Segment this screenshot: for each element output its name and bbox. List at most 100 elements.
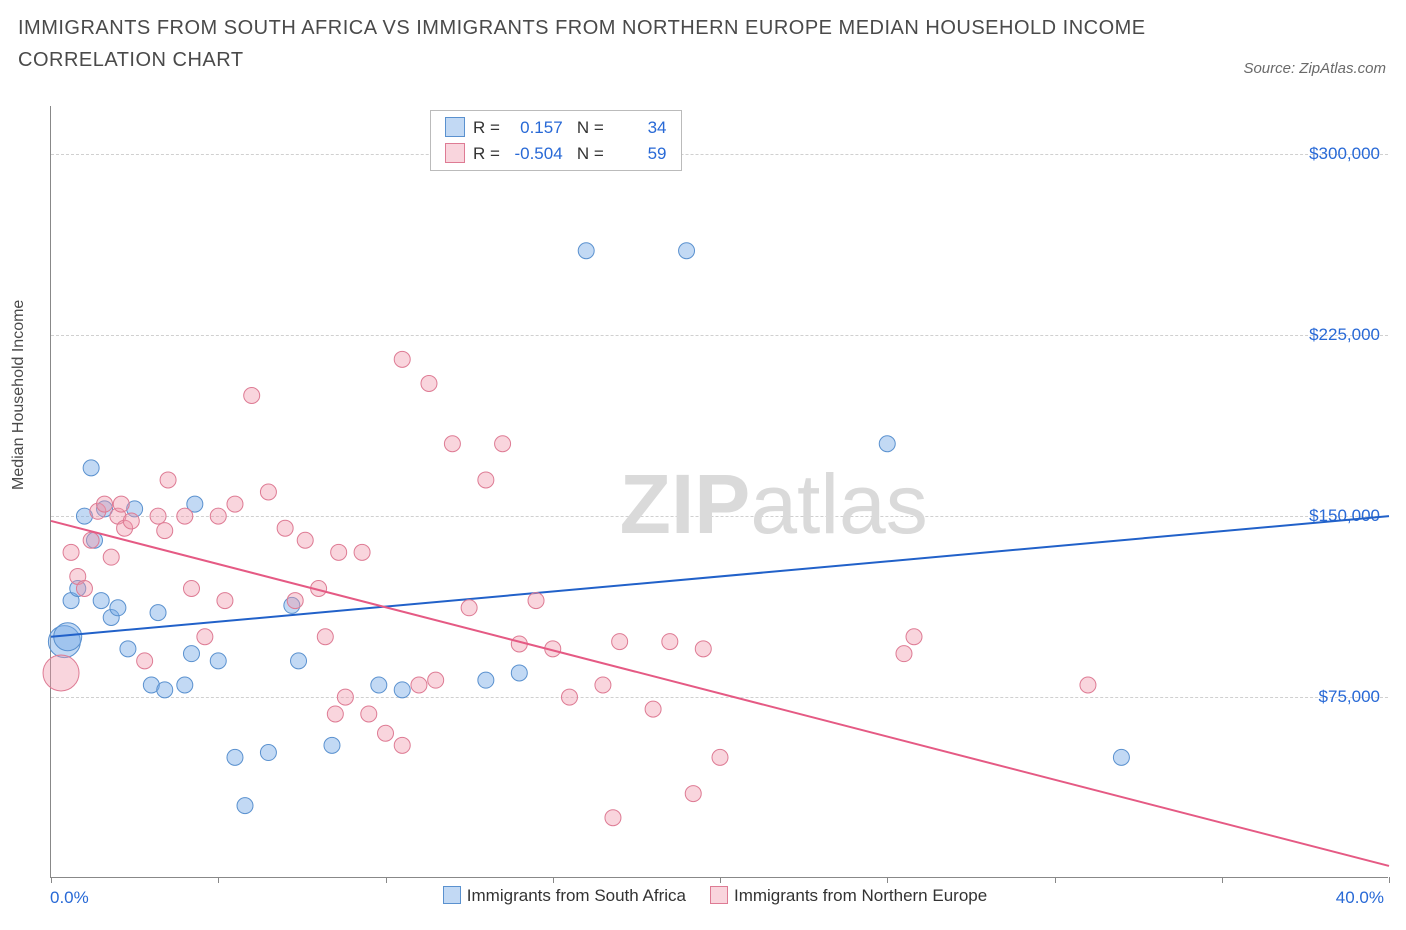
stats-legend-box: R = 0.157 N = 34R = -0.504 N = 59 xyxy=(430,110,682,171)
data-point xyxy=(317,629,333,645)
data-point xyxy=(354,544,370,560)
stat-r-value: 0.157 xyxy=(505,115,563,141)
data-point xyxy=(120,641,136,657)
data-point xyxy=(150,605,166,621)
legend-swatch xyxy=(445,143,465,163)
data-point xyxy=(63,544,79,560)
stat-n-label: N = xyxy=(577,144,604,163)
data-point xyxy=(478,472,494,488)
data-point xyxy=(227,496,243,512)
data-point xyxy=(1080,677,1096,693)
data-point xyxy=(1113,749,1129,765)
regression-line xyxy=(51,516,1389,637)
data-point xyxy=(287,593,303,609)
legend-swatch xyxy=(443,886,461,904)
legend-swatch xyxy=(710,886,728,904)
data-point xyxy=(528,593,544,609)
data-point xyxy=(361,706,377,722)
stat-r-value: -0.504 xyxy=(505,141,563,167)
data-point xyxy=(337,689,353,705)
x-tick xyxy=(1389,877,1390,883)
stat-r-label: R = xyxy=(473,118,500,137)
data-point xyxy=(394,682,410,698)
data-point xyxy=(123,513,139,529)
data-point xyxy=(244,388,260,404)
plot-area: $75,000$150,000$225,000$300,000ZIPatlas xyxy=(50,106,1388,878)
data-point xyxy=(217,593,233,609)
data-point xyxy=(378,725,394,741)
data-point xyxy=(277,520,293,536)
data-point xyxy=(411,677,427,693)
data-point xyxy=(578,243,594,259)
data-point xyxy=(695,641,711,657)
source-label: Source: ZipAtlas.com xyxy=(1243,60,1386,77)
data-point xyxy=(157,523,173,539)
data-point xyxy=(324,737,340,753)
stat-r-label: R = xyxy=(473,144,500,163)
data-point xyxy=(93,593,109,609)
bottom-legend: Immigrants from South Africa Immigrants f… xyxy=(0,886,1406,906)
data-point xyxy=(297,532,313,548)
data-point xyxy=(428,672,444,688)
data-point xyxy=(76,581,92,597)
data-point xyxy=(177,508,193,524)
data-point xyxy=(160,472,176,488)
data-point xyxy=(110,600,126,616)
stat-n-value: 34 xyxy=(609,115,667,141)
data-point xyxy=(227,749,243,765)
data-point xyxy=(511,665,527,681)
data-point xyxy=(896,646,912,662)
data-point xyxy=(461,600,477,616)
data-point xyxy=(394,737,410,753)
data-point xyxy=(43,655,79,691)
data-point xyxy=(177,677,193,693)
y-axis-label: Median Household Income xyxy=(10,300,28,490)
data-point xyxy=(327,706,343,722)
data-point xyxy=(331,544,347,560)
legend-swatch xyxy=(445,117,465,137)
data-point xyxy=(210,508,226,524)
data-point xyxy=(197,629,213,645)
data-point xyxy=(421,375,437,391)
regression-line xyxy=(51,521,1389,866)
data-point xyxy=(662,634,678,650)
data-point xyxy=(260,745,276,761)
data-point xyxy=(83,532,99,548)
data-point xyxy=(879,436,895,452)
data-point xyxy=(210,653,226,669)
data-point xyxy=(495,436,511,452)
data-point xyxy=(605,810,621,826)
data-point xyxy=(237,798,253,814)
chart-svg xyxy=(51,106,1389,878)
data-point xyxy=(712,749,728,765)
data-point xyxy=(183,581,199,597)
data-point xyxy=(137,653,153,669)
data-point xyxy=(150,508,166,524)
data-point xyxy=(260,484,276,500)
data-point xyxy=(183,646,199,662)
stats-legend-row: R = -0.504 N = 59 xyxy=(445,141,667,167)
data-point xyxy=(394,351,410,367)
stat-n-label: N = xyxy=(577,118,604,137)
data-point xyxy=(561,689,577,705)
data-point xyxy=(444,436,460,452)
data-point xyxy=(645,701,661,717)
chart-title: IMMIGRANTS FROM SOUTH AFRICA VS IMMIGRAN… xyxy=(18,12,1206,76)
data-point xyxy=(685,786,701,802)
legend-label: Immigrants from South Africa xyxy=(467,886,686,905)
data-point xyxy=(103,549,119,565)
legend-label: Immigrants from Northern Europe xyxy=(734,886,987,905)
data-point xyxy=(113,496,129,512)
data-point xyxy=(612,634,628,650)
data-point xyxy=(157,682,173,698)
data-point xyxy=(679,243,695,259)
data-point xyxy=(478,672,494,688)
data-point xyxy=(83,460,99,476)
stats-legend-row: R = 0.157 N = 34 xyxy=(445,115,667,141)
data-point xyxy=(595,677,611,693)
stat-n-value: 59 xyxy=(609,141,667,167)
data-point xyxy=(906,629,922,645)
data-point xyxy=(371,677,387,693)
data-point xyxy=(291,653,307,669)
data-point xyxy=(97,496,113,512)
